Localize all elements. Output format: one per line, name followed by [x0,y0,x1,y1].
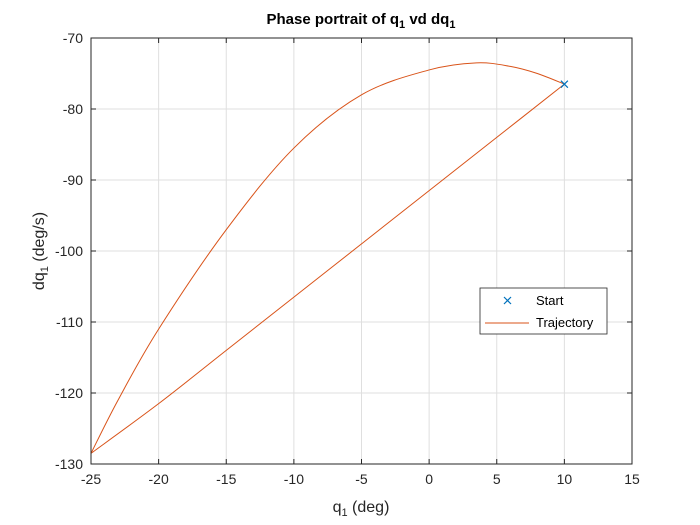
chart-title-sub2: 1 [449,19,455,31]
chart-title-main: Phase portrait of q [267,11,400,28]
x-tick-label: 15 [624,471,640,487]
x-axis-label-main: q [333,499,342,516]
ticks-layer: -25 -20 -15 -10 -5 0 5 10 15 -70 -80 -90 -100 -110 -12… [55,30,640,487]
x-tick-label: -10 [284,471,304,487]
x-axis-label-sub: 1 [341,507,347,519]
y-tick-label: -110 [56,314,83,330]
x-axis-label-rest: (deg) [348,499,390,516]
y-tick-label: -120 [55,385,83,401]
y-tick-label: -90 [63,172,83,188]
legend-label-start: Start [536,293,564,308]
legend-box [479,287,608,335]
y-tick-label: -70 [63,30,83,46]
x-tick-label: 0 [425,471,433,487]
trajectory-line-upper [90,62,565,454]
y-tick-label: -100 [55,243,83,259]
trajectory-line-lower [90,83,565,454]
y-tick-label: -130 [55,456,83,472]
x-tick-label: -20 [149,471,169,487]
chart-title-mid: vd dq [405,11,449,28]
legend: Start Trajectory [479,287,608,335]
x-tick-label: -15 [216,471,236,487]
legend-marker-start [503,296,512,305]
y-axis-label-sub: 1 [39,266,51,272]
y-axis-label-rest: (deg/s) [31,212,48,266]
chart-title: Phase portrait of q1 vd dq1 [267,11,456,31]
y-tick-label: -80 [63,101,83,117]
series-layer [90,62,569,454]
x-tick-label: -5 [355,471,368,487]
x-tick-label: -25 [81,471,101,487]
y-axis-label: dq1 (deg/s) [31,212,51,290]
x-axis-label: q1 (deg) [333,499,390,519]
y-axis-label-main: dq [31,272,48,290]
x-tick-label: 5 [493,471,501,487]
x-tick-label: 10 [557,471,573,487]
start-marker [560,80,569,89]
legend-label-trajectory: Trajectory [536,315,594,330]
chart-title-sub1: 1 [399,19,405,31]
